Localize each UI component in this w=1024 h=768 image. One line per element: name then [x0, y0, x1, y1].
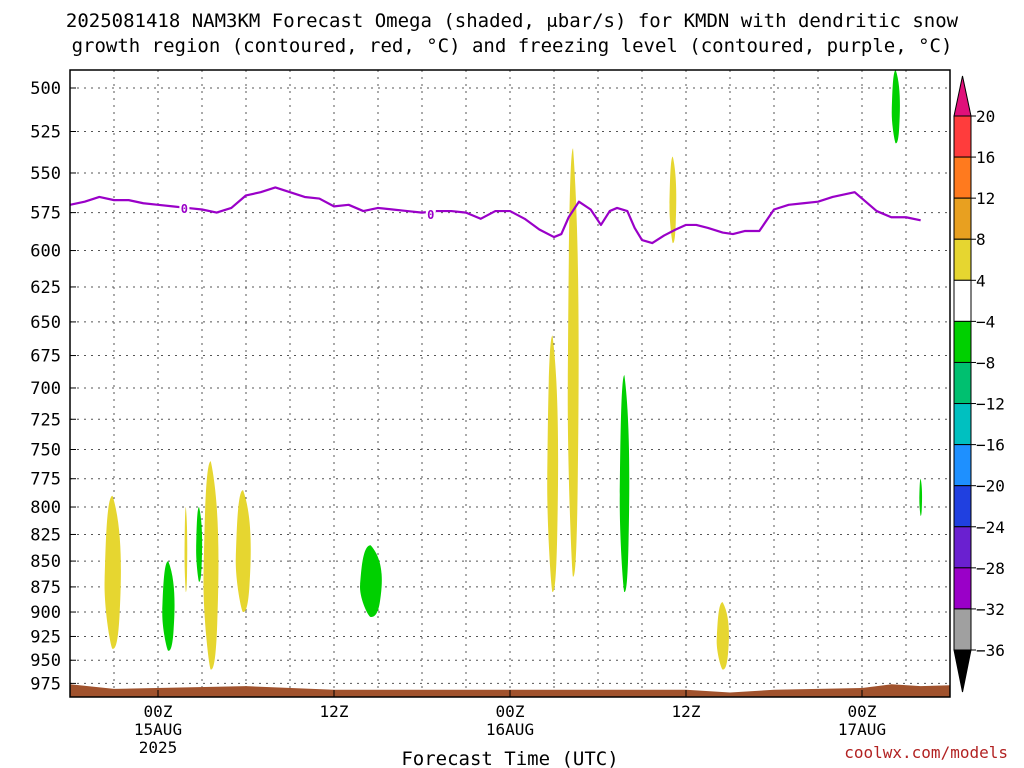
x-tick-label: 16AUG	[486, 720, 534, 739]
y-tick-label: 625	[30, 278, 61, 298]
omega-blob	[567, 148, 579, 577]
omega-blob	[196, 507, 203, 582]
x-axis-label: Forecast Time (UTC)	[401, 748, 618, 768]
colorbar-tick-label: −36	[976, 641, 1005, 660]
freezing-level-label-bg	[425, 207, 436, 222]
omega-blob	[619, 375, 630, 592]
colorbar-segment	[953, 238, 972, 281]
colorbar-segment	[953, 197, 972, 240]
colorbar-segment	[953, 403, 972, 446]
chart-title: 2025081418 NAM3KM Forecast Omega (shaded…	[66, 10, 959, 57]
colorbar-segment	[953, 444, 972, 487]
pressure-axis: 500 525 550 575 600 625 650 675 700 725 750 775 800 8…	[30, 79, 76, 694]
colorbar-tick-label: −12	[976, 395, 1005, 414]
freezing-level-label: 0	[427, 208, 434, 222]
colorbar-segment	[953, 156, 972, 199]
y-tick-label: 775	[30, 470, 61, 490]
credit-link[interactable]: coolwx.com/models	[844, 743, 1008, 762]
colorbar-segment	[953, 361, 972, 405]
x-tick-label: 00Z	[848, 702, 877, 721]
colorbar-bottom-arrow	[953, 649, 972, 693]
colorbar-tick-label: 20	[976, 107, 995, 126]
y-tick-label: 700	[30, 379, 61, 399]
colorbar-segment	[953, 115, 972, 158]
y-tick-label: 650	[30, 313, 61, 333]
omega-blob	[104, 495, 121, 649]
y-tick-label: 825	[30, 525, 61, 545]
colorbar-tick-label: −28	[976, 559, 1005, 578]
chart-title-line-2: growth region (contoured, red, °C) and f…	[72, 35, 953, 57]
x-tick-label: 00Z	[144, 702, 173, 721]
y-tick-label: 975	[30, 674, 61, 694]
x-tick-label: 12Z	[672, 702, 701, 721]
omega-blob	[235, 490, 251, 613]
omega-blob	[184, 507, 188, 592]
colorbar-segment	[953, 320, 972, 363]
omega-blob	[162, 561, 175, 651]
x-tick-label: 2025	[139, 738, 178, 757]
omega-blob	[716, 602, 729, 670]
x-tick-label: 12Z	[320, 702, 349, 721]
colorbar-tick-label: −24	[976, 518, 1005, 537]
y-tick-label: 725	[30, 410, 61, 430]
x-tick-label: 17AUG	[838, 720, 886, 739]
y-tick-label: 950	[30, 651, 61, 671]
y-tick-label: 925	[30, 627, 61, 647]
colorbar-segment	[953, 279, 972, 322]
colorbar: 20 16 12 8 4 −4 −8 −12 −16 −20 −24 −28 −32 −36	[953, 75, 1005, 693]
omega-blob	[360, 545, 382, 617]
y-tick-label: 600	[30, 242, 61, 262]
colorbar-segment	[953, 608, 972, 651]
colorbar-tick-label: 16	[976, 148, 995, 167]
colorbar-tick-label: 12	[976, 189, 995, 208]
x-tick-label: 00Z	[496, 702, 525, 721]
colorbar-tick-label: 4	[976, 271, 986, 290]
colorbar-top-arrow	[953, 75, 972, 117]
freezing-level-label: 0	[181, 202, 188, 216]
freezing-level-label-bg	[179, 200, 190, 215]
omega-blob	[919, 478, 923, 516]
y-tick-label: 750	[30, 440, 61, 460]
colorbar-tick-label: −32	[976, 600, 1005, 619]
y-tick-label: 525	[30, 123, 61, 143]
y-tick-label: 675	[30, 347, 61, 367]
colorbar-tick-label: −20	[976, 477, 1005, 496]
freezing-level-line	[69, 186, 921, 245]
y-tick-label: 900	[30, 603, 61, 623]
colorbar-segment	[953, 567, 972, 610]
y-tick-label: 850	[30, 552, 61, 572]
y-tick-label: 575	[30, 204, 61, 224]
y-tick-label: 800	[30, 498, 61, 518]
omega-blob	[891, 70, 900, 144]
omega-blob	[203, 461, 219, 670]
y-tick-label: 875	[30, 578, 61, 598]
colorbar-tick-label: −8	[976, 353, 995, 372]
colorbar-tick-label: 8	[976, 230, 986, 249]
y-tick-label: 550	[30, 164, 61, 184]
omega-blob	[547, 335, 559, 592]
x-tick-label: 15AUG	[134, 720, 182, 739]
chart-title-line-1: 2025081418 NAM3KM Forecast Omega (shaded…	[66, 10, 959, 32]
colorbar-tick-label: −16	[976, 436, 1005, 455]
colorbar-segment	[953, 526, 972, 569]
y-tick-label: 500	[30, 79, 61, 99]
colorbar-tick-label: −4	[976, 312, 995, 331]
omega-blob	[669, 156, 677, 244]
colorbar-segment	[953, 485, 972, 528]
